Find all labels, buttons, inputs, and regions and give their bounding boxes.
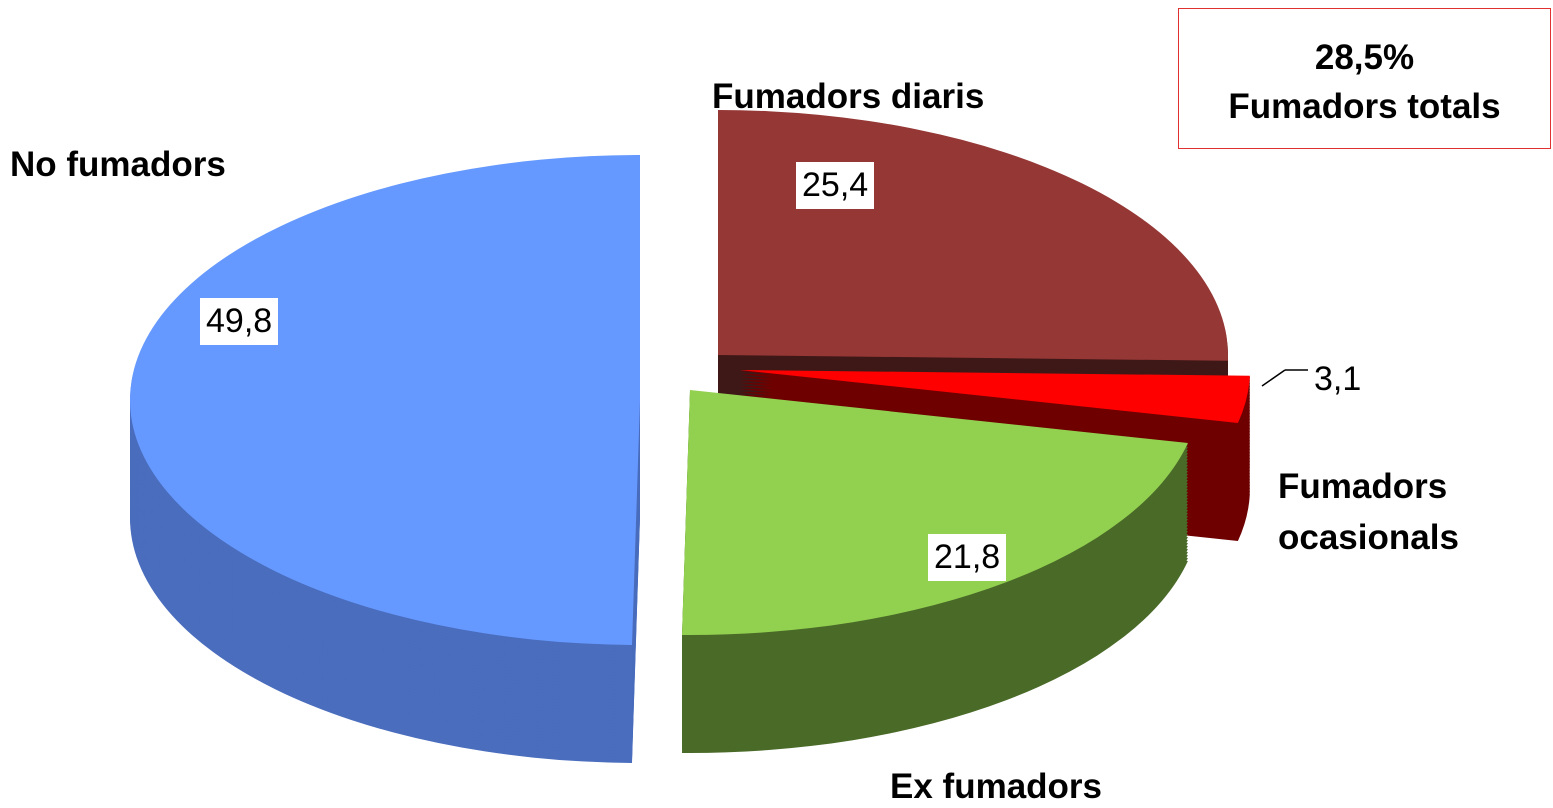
slice xyxy=(740,370,1250,424)
value-label: 3,1 xyxy=(1308,356,1368,403)
value-label: 21,8 xyxy=(928,534,1007,581)
category-label: Fumadors ocasionals xyxy=(1278,467,1459,557)
annotation-box: 28,5% Fumadors totals xyxy=(1178,8,1551,149)
leader-line xyxy=(1261,369,1286,387)
slice xyxy=(718,110,1229,361)
category-label: Fumadors diaris xyxy=(712,77,985,116)
category-label: Ex fumadors xyxy=(890,767,1102,806)
slice xyxy=(681,390,1188,636)
value-label: 25,4 xyxy=(796,162,875,209)
slice xyxy=(129,155,640,645)
category-label: No fumadors xyxy=(10,145,226,184)
annotation-value: 28,5% xyxy=(1314,38,1415,77)
value-label: 49,8 xyxy=(200,298,279,345)
annotation-text: Fumadors totals xyxy=(1228,87,1501,126)
